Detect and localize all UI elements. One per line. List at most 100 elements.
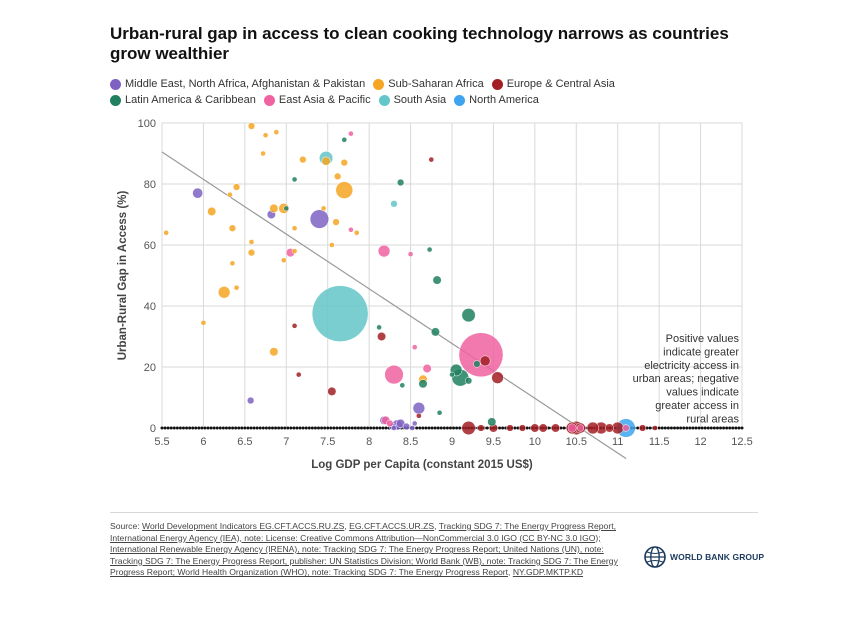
baseline-point: [332, 426, 336, 430]
baseline-point: [501, 426, 505, 430]
baseline-point: [185, 426, 189, 430]
legend-swatch: [454, 94, 466, 106]
bubble-point: [260, 150, 266, 157]
baseline-point: [267, 426, 271, 430]
bubble-point: [399, 382, 406, 389]
world-bank-logo: WORLD BANK GROUP: [644, 546, 764, 568]
baseline-point: [160, 426, 164, 430]
baseline-point: [203, 426, 207, 430]
bubble-point: [283, 205, 290, 212]
x-tick-label: 10.5: [566, 436, 587, 448]
bubble-point: [461, 308, 476, 323]
baseline-point: [246, 426, 250, 430]
baseline-point: [270, 426, 274, 430]
baseline-point: [163, 426, 167, 430]
baseline-point: [559, 426, 563, 430]
legend-item[interactable]: Europe & Central Asia: [491, 76, 615, 92]
bubble-point: [586, 421, 600, 435]
bubble-point: [638, 424, 647, 432]
legend-label: Sub-Saharan Africa: [388, 78, 484, 90]
baseline-point: [353, 426, 357, 430]
bubble-point: [273, 129, 280, 135]
x-tick-label: 9: [449, 436, 455, 448]
bubble-point: [432, 275, 442, 285]
bubble-point: [207, 206, 217, 216]
bubble-point: [320, 205, 327, 212]
legend-item[interactable]: East Asia & Pacific: [263, 92, 371, 108]
baseline-point: [703, 426, 707, 430]
source-link[interactable]: Tracking SDG 7: The Energy Progress Repo…: [110, 521, 618, 578]
bubble-point: [329, 242, 335, 248]
bubble-point: [458, 332, 504, 378]
bubble-point: [353, 230, 360, 236]
bubble-point: [409, 425, 416, 431]
baseline-point: [666, 426, 670, 430]
baseline-point: [516, 426, 520, 430]
x-axis-label: Log GDP per Capita (constant 2015 US$): [311, 459, 533, 471]
bubble-point: [411, 420, 418, 427]
baseline-point: [433, 426, 437, 430]
baseline-point: [172, 426, 176, 430]
bubble-point: [396, 178, 405, 187]
x-tick-label: 5.5: [154, 436, 169, 448]
bubble-point: [335, 181, 354, 199]
baseline-point: [191, 426, 195, 430]
chart-title: Urban-rural gap in access to clean cooki…: [110, 24, 729, 63]
baseline-point: [682, 426, 686, 430]
baseline-point: [218, 426, 222, 430]
bubble-point: [262, 132, 269, 138]
legend-item[interactable]: South Asia: [378, 92, 446, 108]
x-tick-label: 7: [283, 436, 289, 448]
annotation-line: greater access in: [655, 400, 739, 412]
legend-label: Middle East, North Africa, Afghanistan &…: [125, 78, 366, 90]
baseline-point: [206, 426, 210, 430]
y-tick-label: 100: [138, 118, 156, 130]
baseline-point: [277, 426, 281, 430]
baseline-point: [289, 426, 293, 430]
baseline-point: [442, 426, 446, 430]
legend-label: North America: [469, 94, 539, 106]
baseline-point: [430, 426, 434, 430]
baseline-point: [685, 426, 689, 430]
baseline-point: [740, 426, 744, 430]
x-tick-label: 12.5: [731, 436, 752, 448]
bubble-point: [652, 425, 658, 431]
baseline-point: [212, 426, 216, 430]
legend-item[interactable]: Latin America & Caribbean: [110, 92, 256, 108]
legend-item[interactable]: North America: [454, 92, 539, 108]
legend-item[interactable]: Middle East, North Africa, Afghanistan &…: [110, 76, 365, 92]
annotation-line: values indicate: [666, 387, 739, 399]
baseline-point: [237, 426, 241, 430]
source-text: ,: [344, 521, 350, 531]
x-tick-label: 6: [200, 436, 206, 448]
baseline-point: [255, 426, 259, 430]
bubble-point: [340, 159, 348, 167]
source-link[interactable]: World Development Indicators EG.CFT.ACCS…: [142, 521, 345, 531]
baseline-point: [679, 426, 683, 430]
baseline-point: [697, 426, 701, 430]
x-tick-label: 12: [694, 436, 706, 448]
bubble-point: [163, 230, 169, 236]
annotation-line: Positive values: [666, 333, 740, 345]
bubble-point: [428, 156, 435, 163]
source-link[interactable]: NY.GDP.MKTP.KD: [512, 567, 584, 578]
bubble-point: [402, 422, 411, 431]
bubble-point: [229, 260, 236, 267]
bubble-point: [430, 327, 440, 337]
bubble-point: [334, 172, 342, 181]
baseline-point: [234, 426, 238, 430]
legend-item[interactable]: Sub-Saharan Africa: [373, 76, 484, 92]
baseline-point: [181, 426, 185, 430]
bubble-point: [576, 424, 585, 432]
bubble-point: [411, 344, 418, 350]
legend-row: Latin America & Caribbean East Asia & Pac…: [110, 92, 750, 108]
baseline-point: [378, 426, 382, 430]
baseline-point: [280, 426, 284, 430]
source-link[interactable]: EG.CFT.ACCS.UR.ZS: [349, 521, 435, 531]
baseline-point: [372, 426, 376, 430]
bubble-point: [192, 187, 203, 199]
baseline-point: [317, 426, 321, 430]
bubble-point: [233, 284, 240, 291]
bubble-point: [291, 248, 298, 254]
legend-label: East Asia & Pacific: [278, 94, 371, 106]
